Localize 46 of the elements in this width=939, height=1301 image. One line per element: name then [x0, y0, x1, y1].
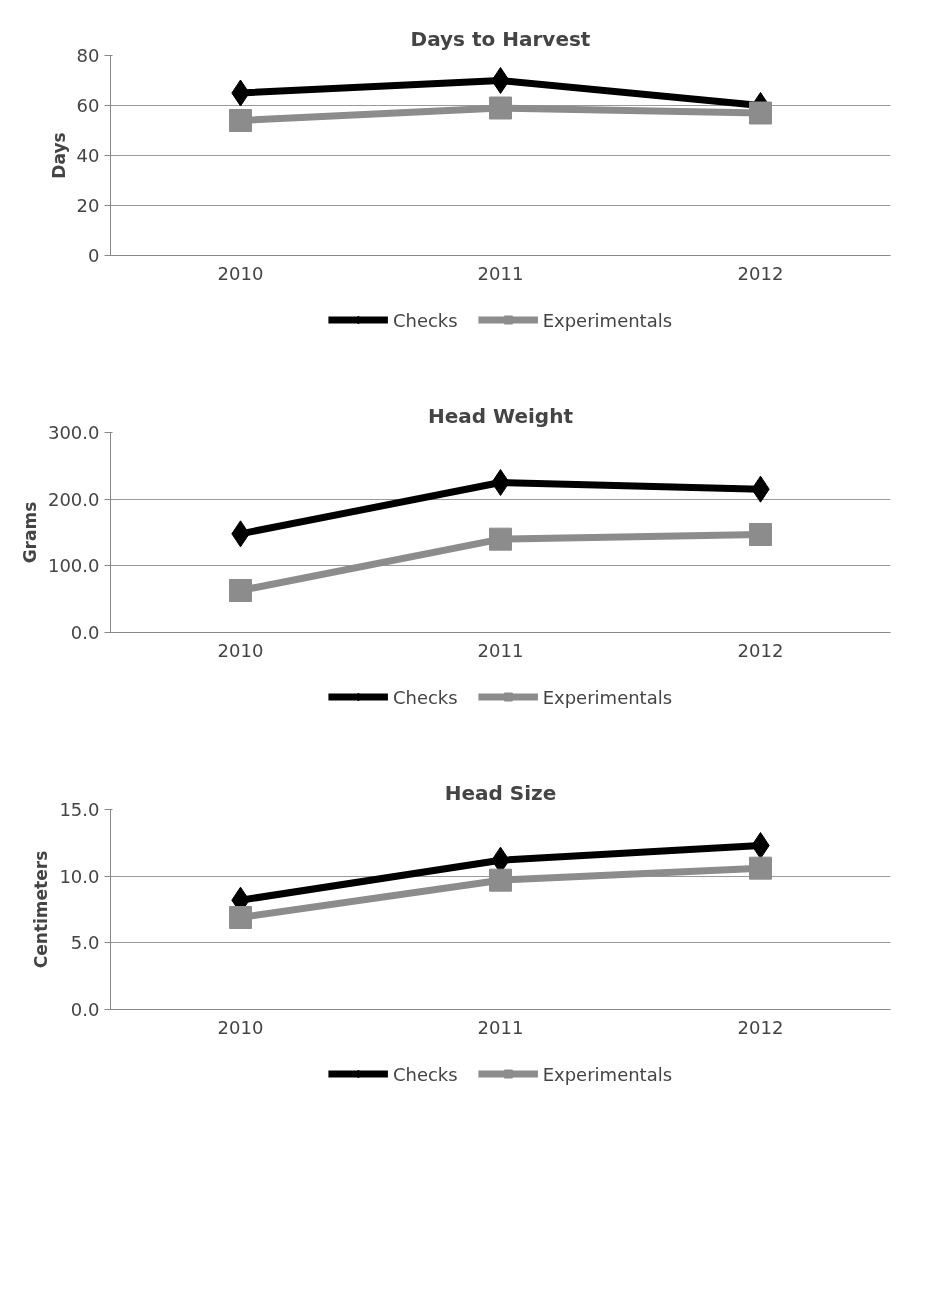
y-tick-label: 5.0	[70, 932, 100, 954]
x-tick-label: 2011	[477, 639, 524, 661]
point	[491, 469, 510, 496]
point	[491, 67, 510, 94]
x-tick-label: 2012	[737, 1016, 784, 1038]
y-axis-title: Grams	[19, 501, 40, 564]
y-tick-label: 20	[76, 195, 100, 216]
x-tick-label: 2010	[217, 262, 264, 284]
point	[751, 832, 770, 859]
y-tick-label: 15.0	[59, 799, 100, 820]
chart-title: Head Weight	[428, 403, 574, 428]
y-tick-label: 10.0	[59, 865, 100, 887]
point	[229, 579, 252, 602]
x-tick-label: 2012	[737, 639, 784, 661]
chart-title: Days to Harvest	[410, 26, 591, 51]
x-tick-label: 2012	[737, 262, 784, 284]
point	[229, 109, 252, 132]
y-tick-label: 200.0	[47, 488, 100, 510]
legend-label: Checks	[392, 686, 458, 707]
point	[229, 906, 252, 929]
x-tick-label: 2010	[217, 639, 264, 661]
x-tick-label: 2011	[477, 1016, 524, 1038]
legend-label: Experimentals	[542, 309, 673, 330]
legend-label: Checks	[392, 309, 458, 330]
y-axis-title: Days	[48, 132, 69, 179]
x-tick-label: 2011	[477, 262, 524, 284]
y-tick-label: 0.0	[70, 999, 100, 1020]
legend-label: Experimentals	[542, 1063, 673, 1084]
y-tick-label: 0.0	[70, 622, 100, 643]
point	[749, 523, 772, 546]
point	[489, 868, 512, 892]
point	[749, 856, 772, 880]
y-tick-label: 60	[76, 95, 100, 116]
y-tick-label: 80	[76, 45, 100, 66]
legend-label: Checks	[392, 1063, 458, 1084]
y-tick-label: 300.0	[47, 422, 100, 443]
point	[749, 101, 772, 125]
chart-title: Head Size	[444, 780, 557, 805]
y-tick-label: 100.0	[47, 555, 100, 577]
y-tick-label: 40	[76, 145, 100, 166]
legend-label: Experimentals	[542, 686, 673, 707]
point	[489, 96, 512, 120]
y-tick-label: 0	[88, 245, 100, 266]
x-tick-label: 2010	[217, 1016, 264, 1038]
y-axis-title: Centimeters	[31, 850, 52, 969]
point	[489, 527, 512, 551]
